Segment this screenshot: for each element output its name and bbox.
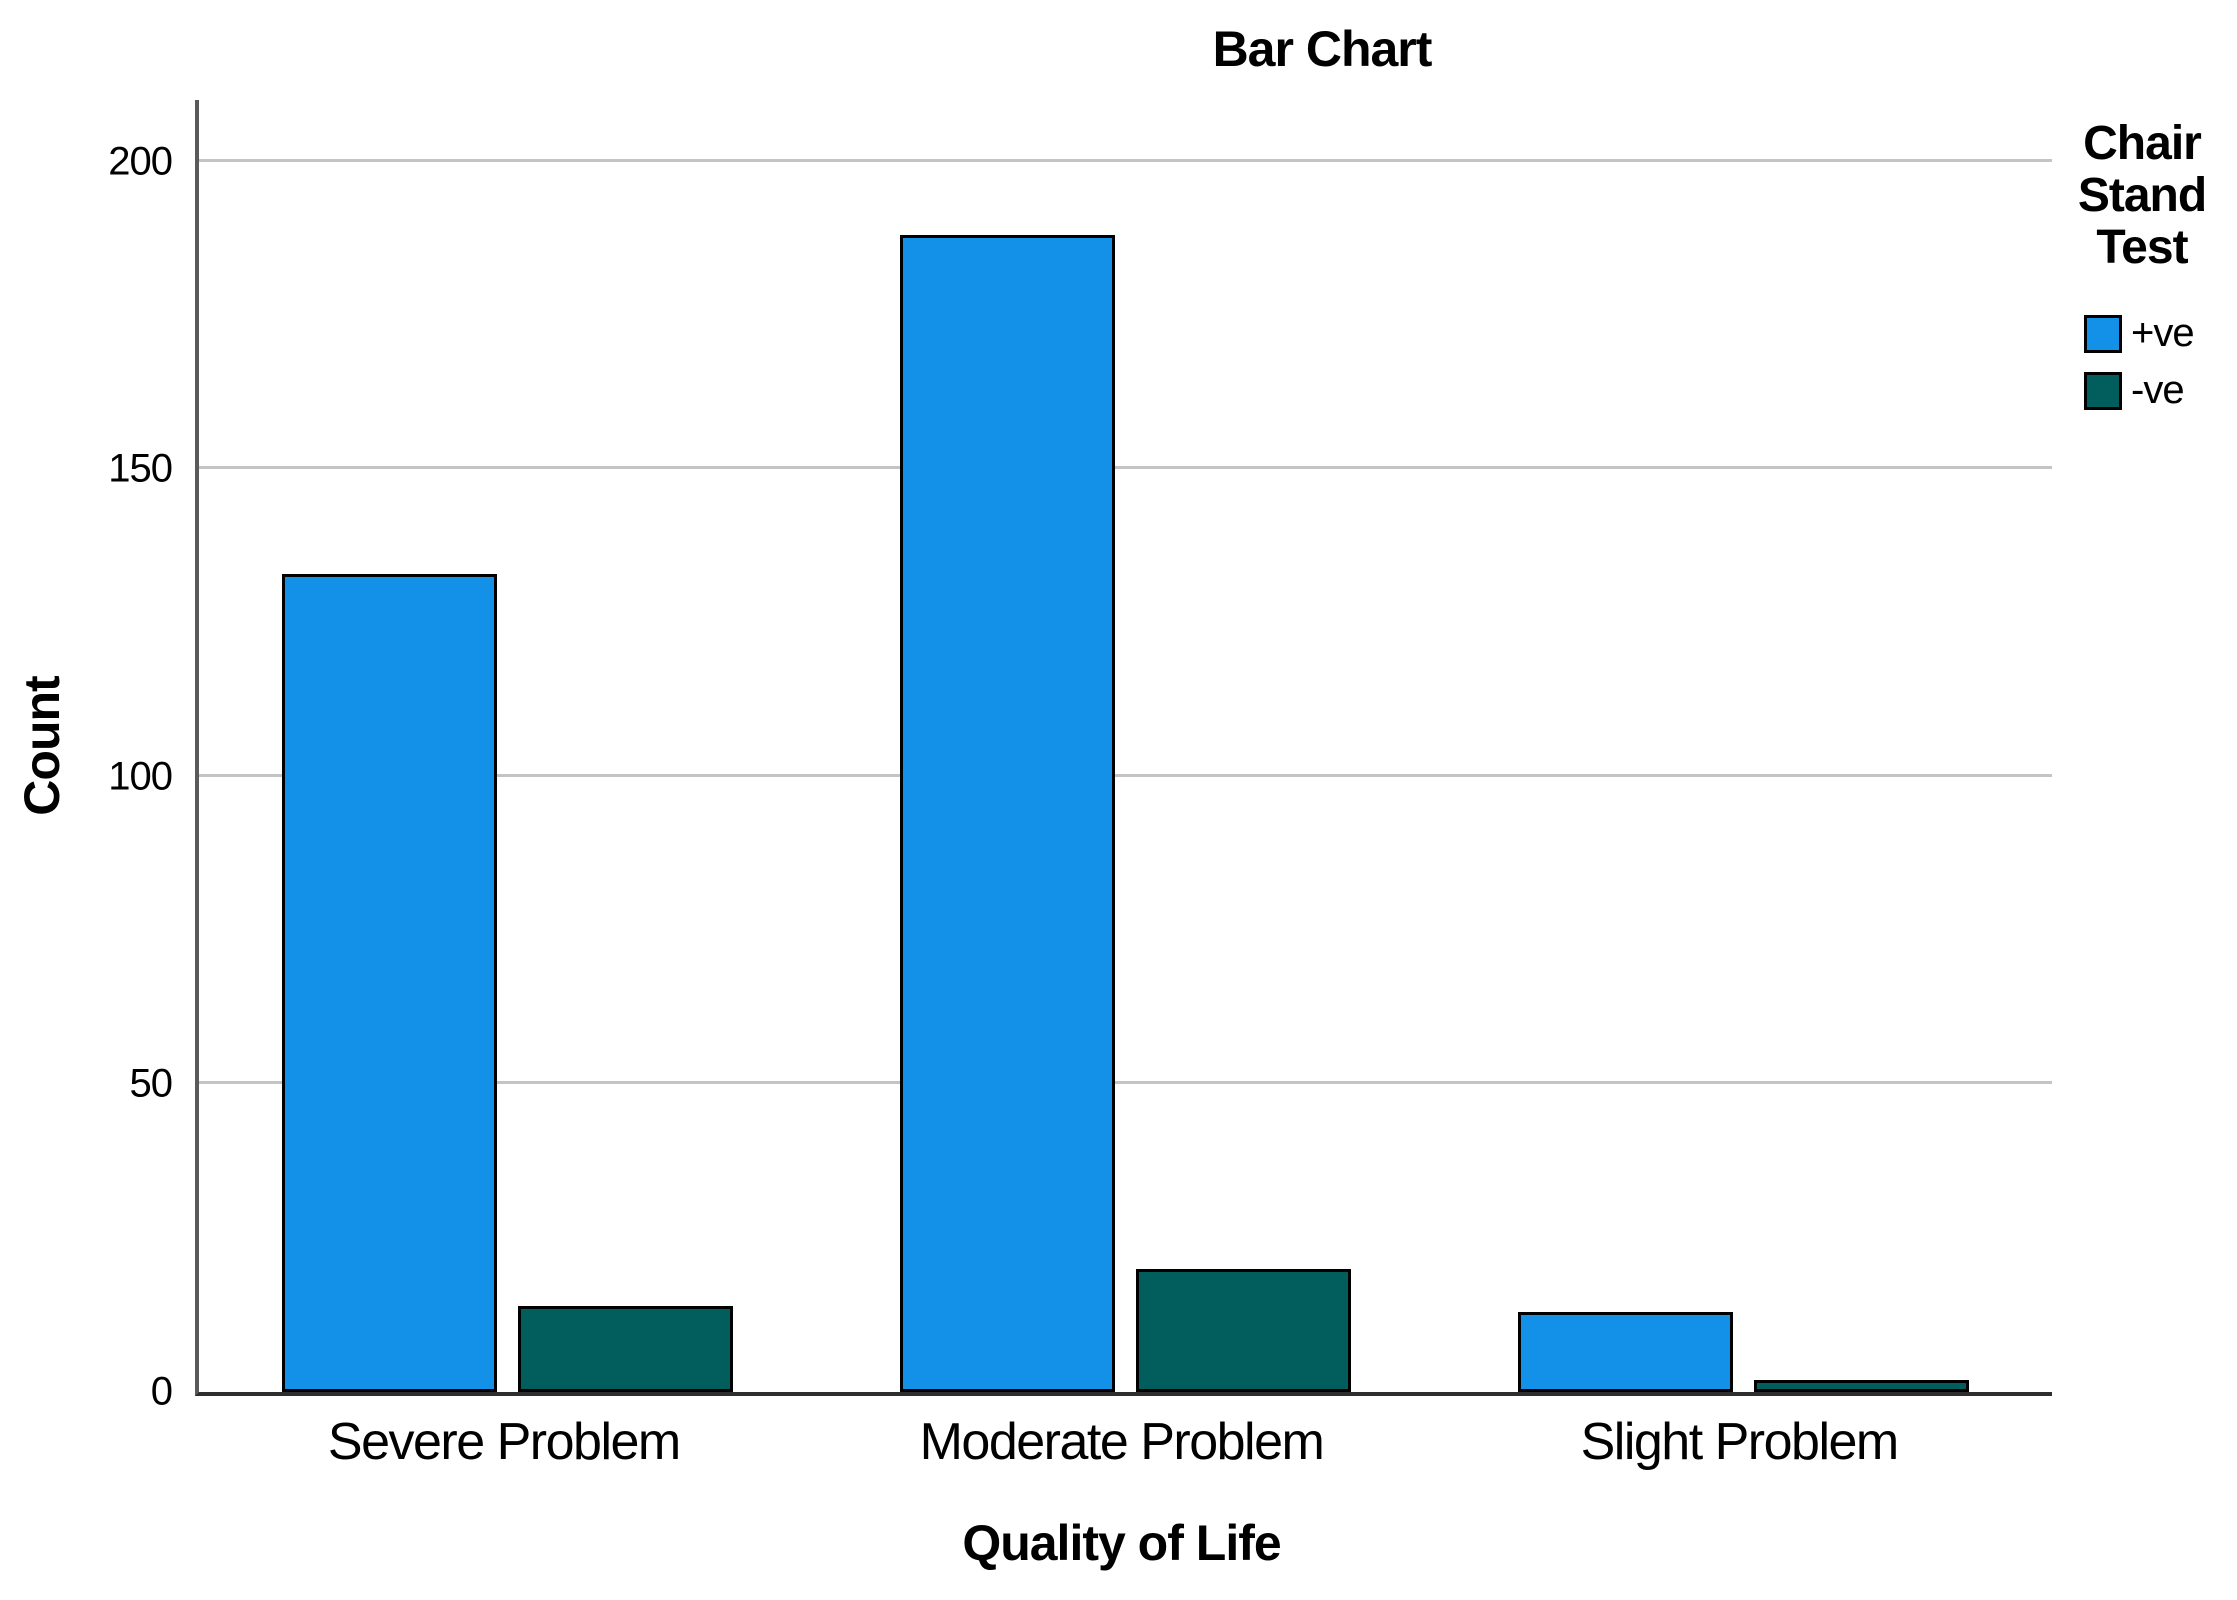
gridline-50 (199, 1081, 2052, 1085)
y-tick-label-50: 50 (129, 1061, 174, 1106)
legend-entries: +ve -ve (2084, 311, 2232, 413)
gridline-200 (199, 158, 2052, 162)
legend-swatch-ve (2084, 314, 2122, 353)
legend-label-ve: -ve (2131, 368, 2185, 413)
x-tick-label-moderate-problem: Moderate Problem (919, 1413, 1325, 1471)
plot-area (195, 100, 2052, 1396)
gridline-100 (199, 773, 2052, 777)
bar-severe-problem-ve (282, 574, 498, 1392)
chart-title: Bar Chart (1212, 21, 1433, 77)
y-tick-label-200: 200 (108, 139, 173, 184)
legend-swatch-ve (2084, 371, 2122, 410)
legend-entry-ve: +ve (2084, 311, 2232, 356)
legend-entry-ve: -ve (2084, 368, 2232, 413)
legend-label-ve: +ve (2131, 311, 2195, 356)
bar-severe-problem-ve (518, 1306, 734, 1392)
x-axis-title: Quality of Life (962, 1515, 1281, 1571)
legend-title: Chair Stand Test (2077, 117, 2207, 274)
y-tick-label-100: 100 (108, 754, 173, 799)
bar-slight-problem-ve (1753, 1380, 1969, 1392)
x-tick-label-slight-problem: Slight Problem (1580, 1413, 1900, 1471)
bar-moderate-problem-ve (900, 235, 1115, 1392)
bar-group-slight-problem (1517, 1312, 1969, 1392)
bar-group-moderate-problem (900, 235, 1351, 1392)
legend: Chair Stand Test +ve -ve (2052, 117, 2232, 425)
bar-moderate-problem-ve (1136, 1269, 1351, 1392)
bar-group-severe-problem (282, 574, 734, 1392)
gridline-150 (199, 466, 2052, 470)
x-tick-label-severe-problem: Severe Problem (327, 1413, 681, 1471)
bar-slight-problem-ve (1517, 1312, 1733, 1392)
y-tick-label-0: 0 (150, 1369, 173, 1414)
y-tick-label-150: 150 (108, 446, 173, 491)
